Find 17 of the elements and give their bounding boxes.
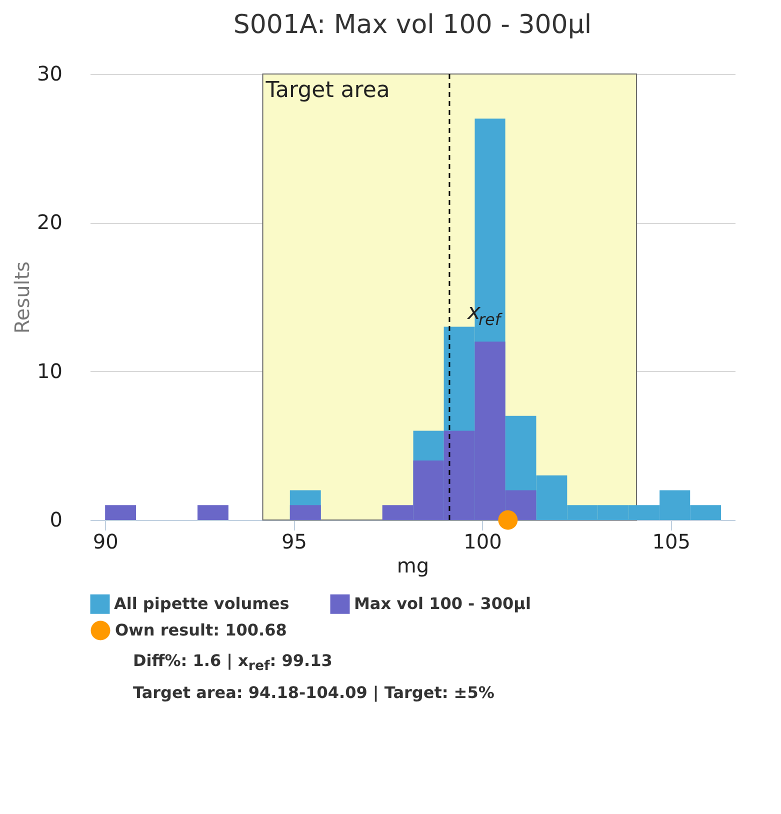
text: Target area: 94.18-104.09 | Target: ±5% — [133, 682, 496, 704]
x-tick-label: 100 — [464, 530, 502, 554]
x-tick-label: 95 — [281, 530, 307, 554]
legend-label: Own result: 100.68 — [115, 620, 287, 640]
chart-title: S001A: Max vol 100 - 300µl — [233, 10, 592, 40]
x-tick-label: 105 — [652, 530, 690, 554]
band-label: Target area — [264, 78, 390, 103]
x-axis-title: mg — [396, 554, 430, 578]
text: Diff%: 1.6 | x$_{ref}$: 99.13 — [133, 650, 334, 676]
y-axis-title: Results — [10, 261, 34, 334]
legend-label: Max vol 100 - 300µl — [354, 594, 531, 614]
y-tick-label: 20 — [37, 210, 62, 234]
x-tick-label: 90 — [92, 530, 118, 554]
legend-label: All pipette volumes — [114, 594, 290, 614]
y-tick-label: 10 — [37, 358, 62, 383]
y-tick-label: 0 — [50, 508, 62, 532]
y-tick-label: 30 — [37, 62, 62, 86]
